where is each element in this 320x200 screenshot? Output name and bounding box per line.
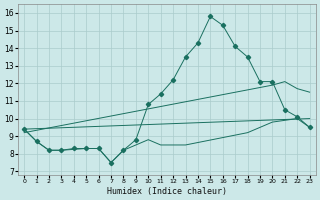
X-axis label: Humidex (Indice chaleur): Humidex (Indice chaleur) (107, 187, 227, 196)
